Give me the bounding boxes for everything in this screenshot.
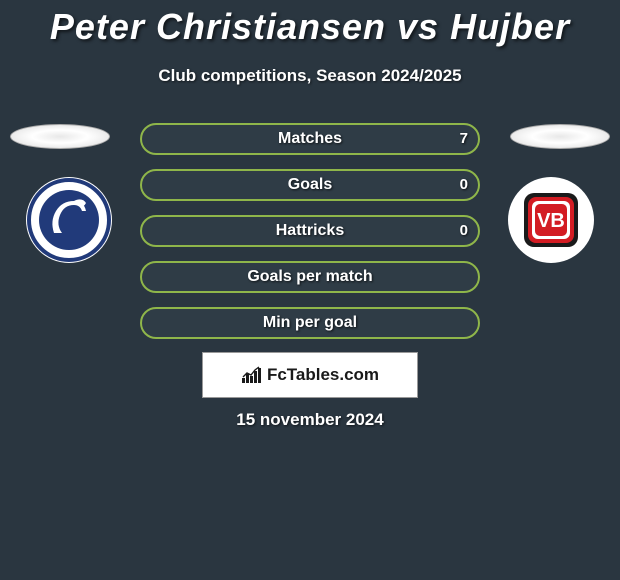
stat-label: Goals per match (142, 263, 478, 291)
stat-right-value: 7 (460, 125, 468, 153)
stat-label: Hattricks (142, 217, 478, 245)
stat-label: Min per goal (142, 309, 478, 337)
club-badge-right: VB (508, 177, 594, 263)
club-badge-left (26, 177, 112, 263)
watermark: FcTables.com (202, 352, 418, 398)
stat-row-goals: Goals 0 (140, 169, 480, 201)
stats-panel: Matches 7 Goals 0 Hattricks 0 Goals per … (140, 123, 480, 353)
stat-row-min-per-goal: Min per goal (140, 307, 480, 339)
stat-label: Matches (142, 125, 478, 153)
page-subtitle: Club competitions, Season 2024/2025 (0, 66, 620, 86)
player-photo-left (10, 124, 110, 149)
svg-text:VB: VB (537, 210, 565, 232)
randers-crest-icon (26, 177, 112, 263)
bars-icon (241, 366, 263, 384)
player-photo-right (510, 124, 610, 149)
watermark-label: FcTables.com (267, 365, 379, 385)
date-label: 15 november 2024 (0, 410, 620, 430)
stat-right-value: 0 (460, 217, 468, 245)
stat-row-matches: Matches 7 (140, 123, 480, 155)
stat-row-goals-per-match: Goals per match (140, 261, 480, 293)
stat-row-hattricks: Hattricks 0 (140, 215, 480, 247)
page-title: Peter Christiansen vs Hujber (0, 0, 620, 48)
stat-right-value: 0 (460, 171, 468, 199)
stat-label: Goals (142, 171, 478, 199)
vejle-crest-icon: VB (508, 177, 594, 263)
